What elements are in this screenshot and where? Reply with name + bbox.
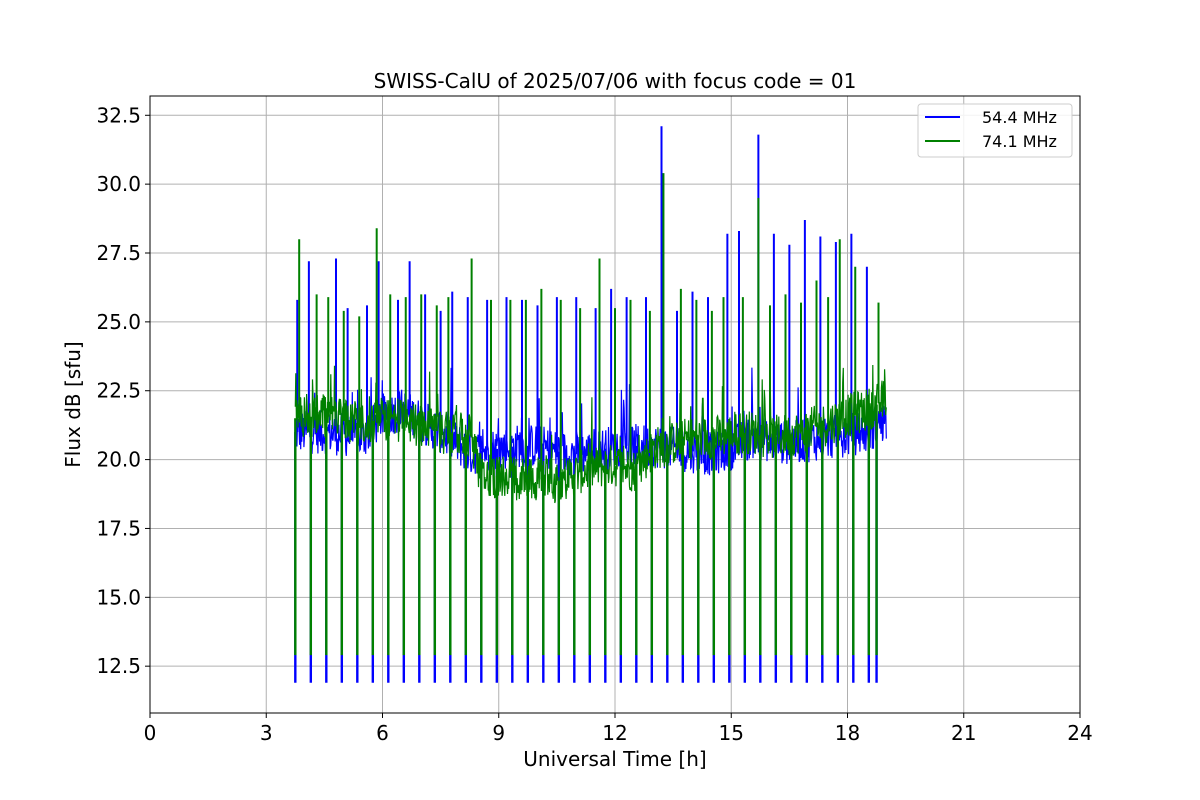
axis-ticks: 0 3 6 9 12 15 18 21 24 12.5 15.0 17.5 20.0 22.5 25.0 27…: [96, 103, 1092, 745]
y-tick-label: 12.5: [96, 654, 141, 678]
y-tick-label: 15.0: [96, 585, 141, 609]
plot-area: [294, 126, 887, 683]
x-tick-label: 15: [719, 721, 744, 745]
chart-title: SWISS-CalU of 2025/07/06 with focus code…: [374, 69, 857, 93]
y-tick-label: 22.5: [96, 379, 141, 403]
y-tick-label: 30.0: [96, 172, 141, 196]
x-axis-label: Universal Time [h]: [523, 747, 706, 771]
x-tick-label: 21: [951, 721, 976, 745]
x-tick-label: 6: [376, 721, 389, 745]
y-tick-label: 25.0: [96, 310, 141, 334]
series-74-1-mhz: [294, 173, 887, 656]
x-tick-label: 18: [835, 721, 860, 745]
x-tick-label: 24: [1067, 721, 1092, 745]
legend-label-74-1-mhz: 74.1 MHz: [982, 132, 1057, 151]
y-tick-label: 20.0: [96, 448, 141, 472]
legend-label-54-4-mhz: 54.4 MHz: [982, 108, 1057, 127]
legend: 54.4 MHz 74.1 MHz: [917, 103, 1073, 158]
y-tick-label: 17.5: [96, 516, 141, 540]
y-axis-label: Flux dB [sfu]: [61, 341, 85, 467]
x-tick-label: 0: [144, 721, 157, 745]
x-tick-label: 12: [602, 721, 627, 745]
y-tick-label: 32.5: [96, 103, 141, 127]
y-tick-label: 27.5: [96, 241, 141, 265]
x-tick-label: 3: [260, 721, 273, 745]
x-tick-label: 9: [492, 721, 505, 745]
